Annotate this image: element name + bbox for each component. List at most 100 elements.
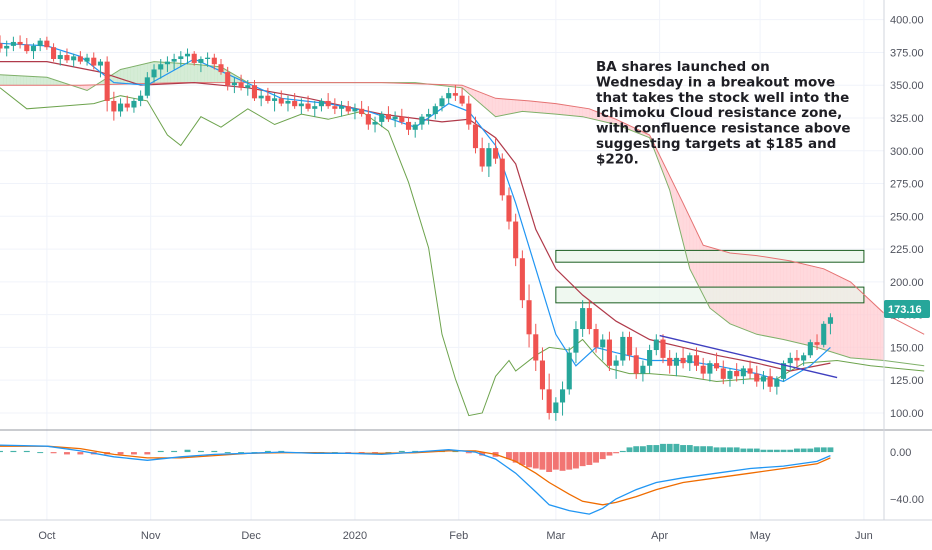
candle-body [104, 61, 110, 101]
macd-histogram-bar [733, 447, 740, 453]
cloud-segment [515, 99, 520, 114]
macd-histogram-bar [144, 452, 151, 455]
macd-histogram-bar [827, 447, 834, 453]
macd-histogram-bar [760, 449, 767, 453]
cloud-segment [575, 106, 580, 117]
macd-histogram-bar [767, 449, 774, 453]
macd-histogram-bar [512, 452, 519, 463]
candle-body [626, 336, 633, 356]
macd-histogram-bar [780, 449, 787, 453]
candle-body [258, 95, 264, 99]
time-tick-label: 2020 [343, 530, 367, 542]
annotation-line: $220. [596, 151, 639, 167]
candle-body [499, 158, 505, 196]
candle-body [640, 365, 646, 374]
cloud-segment [545, 102, 550, 114]
macd-histogram-bar [680, 445, 687, 453]
candle-body [131, 100, 137, 108]
candle-body [385, 114, 391, 120]
macd-tick-label: −40.00 [890, 494, 924, 506]
candle-body [419, 116, 425, 125]
macd-histogram-bar [171, 450, 178, 453]
candle-body [680, 357, 686, 364]
candle-body [338, 106, 345, 109]
candle-body [740, 368, 746, 377]
macd-histogram-bar [130, 452, 137, 455]
candle-body [566, 352, 572, 390]
candle-body [439, 98, 445, 107]
macd-histogram-bar [646, 445, 653, 453]
candle-body [231, 82, 237, 86]
macd-histogram-bar [686, 445, 693, 453]
macd-histogram-bar [117, 452, 124, 455]
candles[interactable] [0, 35, 833, 421]
cloud-segment [197, 64, 202, 83]
candle-body [727, 371, 733, 379]
candle-body [44, 40, 50, 48]
cloud-segment [873, 303, 878, 361]
candle-body [272, 98, 278, 101]
price-tick-label: 375.00 [890, 47, 924, 59]
macd-histogram-bar [740, 448, 747, 453]
cloud-segment [863, 293, 868, 360]
macd-histogram-bar [653, 445, 660, 453]
cloud-segment [833, 273, 838, 355]
macd-histogram-bar [23, 450, 30, 453]
candle-body [660, 339, 666, 358]
cloud-segment [36, 76, 41, 86]
time-tick-label: Jun [855, 530, 873, 542]
macd-histogram-bar [559, 452, 566, 471]
macd-histogram-bar [506, 452, 512, 460]
macd-histogram-bar [626, 447, 633, 453]
cloud-segment [170, 62, 175, 84]
macd-signal-line [0, 445, 831, 506]
macd-histogram-bar [787, 449, 794, 453]
cloud-segment [120, 68, 125, 85]
cloud-segment [19, 75, 24, 86]
cloud-segment [13, 75, 17, 86]
candle-body [446, 93, 452, 99]
cloud-segment [880, 309, 885, 361]
candle-body [687, 355, 693, 364]
cloud-segment [535, 101, 540, 114]
resistance-zone [555, 249, 865, 263]
macd-histogram-bar [820, 447, 827, 453]
candle-body [399, 116, 405, 122]
candle-body [352, 108, 358, 112]
candle-body [707, 363, 713, 374]
macd-histogram-bar [539, 452, 546, 470]
candle-body [285, 100, 291, 104]
time-tick-label: Apr [651, 530, 668, 542]
candle-body [318, 100, 325, 107]
candle-body [620, 336, 626, 361]
annotation-line: that takes the stock well into the [596, 90, 849, 106]
macd-histogram-bar [613, 452, 620, 454]
macd-histogram-bar [157, 450, 164, 453]
candle-body [292, 100, 298, 107]
annotation-line: Ichimoku Cloud resistance zone, [596, 105, 842, 121]
candle-body [412, 124, 418, 130]
span-b-line [0, 82, 925, 335]
cloud-segment [830, 271, 835, 353]
candle-body [151, 69, 157, 78]
macd-histogram-bar [184, 449, 191, 453]
candle-body [546, 389, 552, 413]
cloud-segment [187, 63, 192, 83]
candle-body [452, 93, 458, 96]
macd-histogram-bar [264, 450, 271, 453]
time-tick-label: Mar [546, 530, 565, 542]
candle-body [801, 355, 807, 361]
price-tick-label: 100.00 [890, 408, 924, 420]
candle-body [479, 148, 485, 167]
candle-body [647, 350, 653, 366]
time-tick-label: May [750, 530, 771, 542]
macd-histogram-bar [753, 448, 760, 453]
macd-histogram-bar [238, 452, 245, 454]
macd-histogram-bar [807, 448, 814, 453]
candle-body [459, 95, 465, 104]
macd-histogram-bar [586, 452, 593, 465]
candle-body [754, 373, 760, 382]
cloud-segment [495, 98, 500, 117]
time-tick-label: Nov [141, 530, 161, 542]
annotation-line: BA shares launched on [596, 59, 770, 75]
